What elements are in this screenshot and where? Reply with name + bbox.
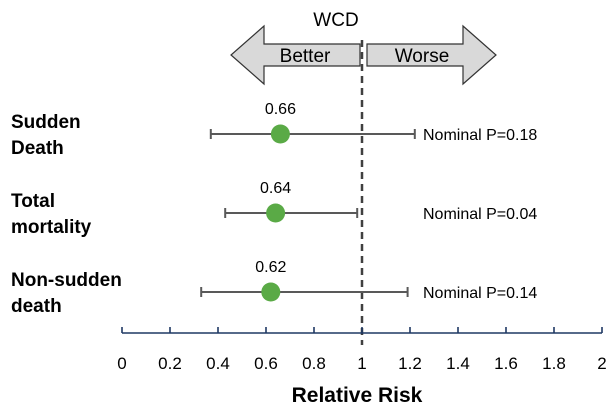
- x-tick-label: 1.8: [542, 354, 566, 373]
- estimate-point: [266, 203, 286, 223]
- forest-row: Total mortality 0.64 Nominal P=0.04: [11, 180, 537, 238]
- estimate-label: 0.64: [260, 180, 291, 197]
- forest-row: Non-sudden death 0.62 Nominal P=0.14: [11, 259, 537, 317]
- x-tick-label: 1.6: [494, 354, 518, 373]
- x-tick-label: 0.4: [206, 354, 230, 373]
- x-tick-label: 1.2: [398, 354, 422, 373]
- x-tick-label: 1.4: [446, 354, 470, 373]
- x-tick-label: 0.8: [302, 354, 326, 373]
- estimate-point: [261, 282, 281, 302]
- x-tick-label: 0: [117, 354, 126, 373]
- estimate-label: 0.62: [255, 259, 286, 276]
- x-tick-label: 0.2: [158, 354, 182, 373]
- p-value-label: Nominal P=0.14: [423, 285, 537, 302]
- forest-row: Sudden Death 0.66 Nominal P=0.18: [11, 101, 537, 159]
- x-tick-label: 2: [597, 354, 606, 373]
- p-value-label: Nominal P=0.04: [423, 206, 537, 223]
- category-label: Non-sudden death: [11, 270, 122, 317]
- better-arrow: [230, 24, 361, 86]
- forest-rows: Sudden Death 0.66 Nominal P=0.18 Total mortal…: [11, 101, 537, 317]
- x-axis: 0 0.2 0.4 0.6 0.8 1 1.2 1.4 1.6 1.8 2: [117, 327, 607, 373]
- category-label-line: mortality: [11, 217, 92, 238]
- estimate-point: [270, 124, 290, 144]
- category-label: Sudden Death: [11, 112, 81, 159]
- category-label-line: Death: [11, 138, 64, 159]
- worse-arrow: [366, 24, 497, 86]
- direction-arrows: Better Worse: [230, 24, 497, 86]
- worse-label: Worse: [395, 46, 450, 67]
- p-value-label: Nominal P=0.18: [423, 127, 537, 144]
- chart-title: WCD: [313, 10, 358, 31]
- category-label-line: Non-sudden: [11, 270, 122, 291]
- category-label-line: death: [11, 296, 62, 317]
- category-label-line: Total: [11, 191, 55, 212]
- x-axis-label: Relative Risk: [292, 384, 423, 407]
- category-label: Total mortality: [11, 191, 92, 238]
- estimate-label: 0.66: [265, 101, 296, 118]
- x-tick-label: 0.6: [254, 354, 278, 373]
- category-label-line: Sudden: [11, 112, 81, 133]
- x-tick-label: 1: [357, 354, 366, 373]
- better-label: Better: [280, 46, 331, 67]
